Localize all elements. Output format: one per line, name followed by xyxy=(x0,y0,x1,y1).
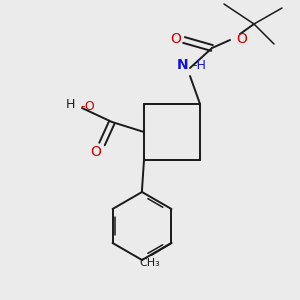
Text: O: O xyxy=(91,145,101,159)
Text: N: N xyxy=(177,58,189,72)
Text: -H: -H xyxy=(192,59,206,72)
Text: O: O xyxy=(171,32,182,46)
Text: -O: -O xyxy=(80,100,95,113)
Text: CH₃: CH₃ xyxy=(139,258,160,268)
Text: H: H xyxy=(65,98,75,110)
Text: O: O xyxy=(236,32,247,46)
